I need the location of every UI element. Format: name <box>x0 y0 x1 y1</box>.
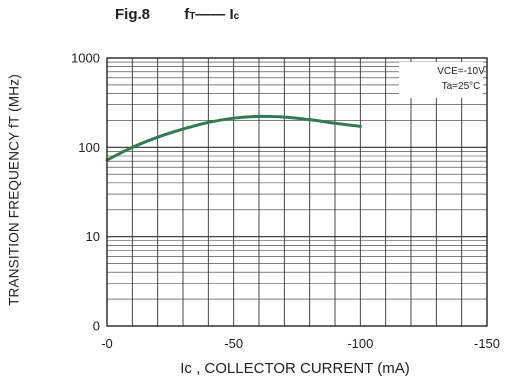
x-tick-label: -50 <box>224 336 243 351</box>
y-tick-label: 100 <box>78 140 100 155</box>
grid <box>107 57 487 326</box>
annotation-text: Ta=25°C <box>442 81 481 92</box>
x-tick-label: -100 <box>347 336 373 351</box>
annotation-text: VCE=-10V <box>437 66 485 77</box>
y-tick-label: 1000 <box>71 51 100 66</box>
annotation-box <box>399 62 483 98</box>
x-axis-label: Ic , COLLECTOR CURRENT (mA) <box>180 360 410 377</box>
x-tick-label: -0 <box>101 336 113 351</box>
y-tick-label: 0 <box>93 319 100 334</box>
y-tick-label: 10 <box>86 229 100 244</box>
plot-frame <box>106 57 488 327</box>
x-tick-label: -150 <box>474 336 500 351</box>
figure-label: Fig.8 <box>115 6 151 23</box>
chart-title: Fig.8 fT—— Ic <box>115 6 239 23</box>
title-text: fT—— Ic <box>184 6 240 23</box>
